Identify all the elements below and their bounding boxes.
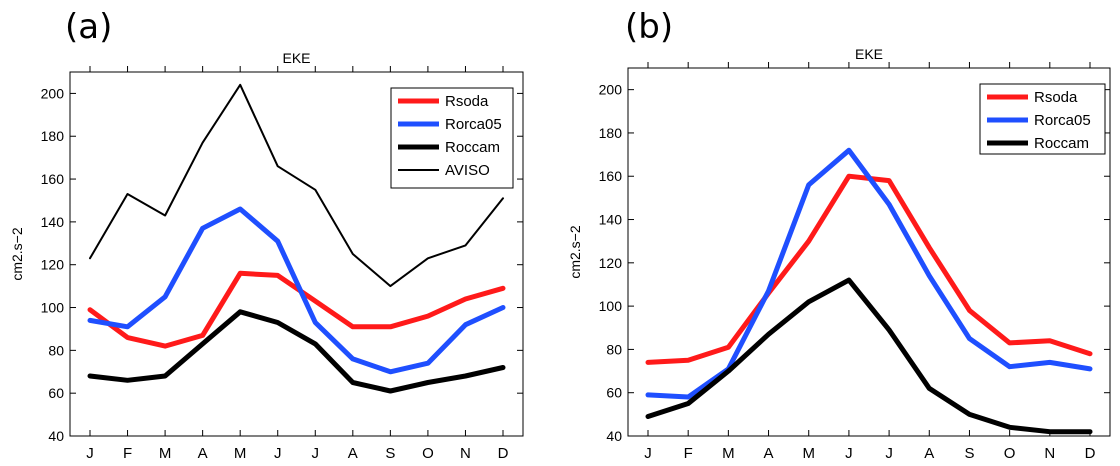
chart-b-legend-label-rsoda: Rsoda [1034, 89, 1078, 106]
chart-b-xtick-label: A [924, 445, 934, 462]
chart-a-ytick-label: 40 [48, 428, 64, 444]
chart-b-ytick-label: 180 [599, 125, 623, 141]
chart-a-xtick-label: J [312, 445, 320, 462]
chart-b-xtick-label: F [684, 445, 693, 462]
chart-b-series-roccam-line [645, 277, 1093, 435]
chart-b-xtick-label: O [1004, 445, 1016, 462]
chart-a-xtick-label: D [498, 445, 509, 462]
panel-a-tag: (a) [65, 7, 113, 47]
chart-a-series-rsoda-line [87, 270, 506, 349]
chart-b: EKE cm2.s−2 40 60 80 100 120 140 160 180 200 J F M A M J… [567, 46, 1111, 462]
chart-b-ytick-label: 140 [599, 212, 623, 228]
chart-a-xtick-label: N [460, 445, 471, 462]
chart-a-xtick-label: O [422, 445, 434, 462]
chart-a-xtick-label: J [274, 445, 282, 462]
chart-a-xtick-label: M [159, 445, 172, 462]
chart-a-legend-label-rorca05: Rorca05 [445, 116, 502, 133]
chart-b-xtick-label: J [644, 445, 652, 462]
chart-a-ytick-label: 80 [48, 342, 64, 358]
panel-b-tag: (b) [625, 7, 674, 47]
chart-a-ytick-label: 120 [41, 257, 65, 273]
chart-b-title: EKE [855, 46, 883, 62]
chart-a-xtick-label: J [86, 445, 94, 462]
chart-a-series-roccam-line [87, 309, 506, 394]
chart-a-legend-label-aviso: AVISO [445, 162, 490, 179]
chart-a-plot-frame [69, 71, 524, 437]
chart-a-title: EKE [282, 50, 310, 66]
chart-a-legend-box [390, 87, 514, 189]
chart-b-ytick-label: 40 [606, 428, 622, 444]
chart-a: EKE cm2.s−2 40 60 80 100 120 140 160 180 200 J F M A M J… [9, 50, 524, 462]
chart-a-ylabel: cm2.s−2 [9, 227, 25, 281]
chart-a-xtick-label: A [348, 445, 358, 462]
chart-b-xtick-label: S [964, 445, 974, 462]
chart-b-plot-frame [627, 67, 1111, 437]
chart-b-xtick-label: N [1044, 445, 1055, 462]
chart-b-xtick-label: J [845, 445, 853, 462]
chart-b-ytick-label: 60 [606, 385, 622, 401]
chart-a-ytick-label: 100 [41, 300, 65, 316]
chart-b-legend-label-rorca05: Rorca05 [1034, 112, 1091, 129]
chart-a-ytick-label: 200 [41, 85, 65, 101]
chart-a-legend-label-rsoda: Rsoda [445, 93, 489, 110]
chart-a-series-aviso-line [89, 83, 504, 288]
chart-b-ytick-label: 120 [599, 255, 623, 271]
chart-b-ytick-label: 100 [599, 298, 623, 314]
chart-b-ytick-label: 80 [606, 341, 622, 357]
chart-b-ytick-label: 200 [599, 82, 623, 98]
chart-a-ytick-label: 160 [41, 171, 65, 187]
chart-b-xtick-label: J [885, 445, 893, 462]
chart-b-xtick-label: D [1085, 445, 1096, 462]
chart-b-xtick-label: M [722, 445, 735, 462]
chart-a-series-rorca05-line [87, 206, 506, 375]
chart-b-ylabel: cm2.s−2 [567, 225, 583, 279]
chart-a-ytick-label: 60 [48, 385, 64, 401]
chart-a-xtick-label: F [123, 445, 132, 462]
chart-a-xtick-label: M [234, 445, 247, 462]
chart-b-series-rorca05-line [645, 147, 1093, 400]
chart-b-series-rsoda-line [645, 173, 1093, 365]
chart-a-legend-label-roccam: Roccam [445, 139, 500, 156]
chart-b-xtick-label: A [764, 445, 774, 462]
chart-a-xtick-label: A [198, 445, 208, 462]
chart-b-ytick-label: 160 [599, 168, 623, 184]
chart-a-ytick-label: 140 [41, 214, 65, 230]
chart-a-ytick-label: 180 [41, 128, 65, 144]
chart-b-xtick-label: M [802, 445, 815, 462]
chart-a-xtick-label: S [385, 445, 395, 462]
chart-b-legend-label-roccam: Roccam [1034, 135, 1089, 152]
